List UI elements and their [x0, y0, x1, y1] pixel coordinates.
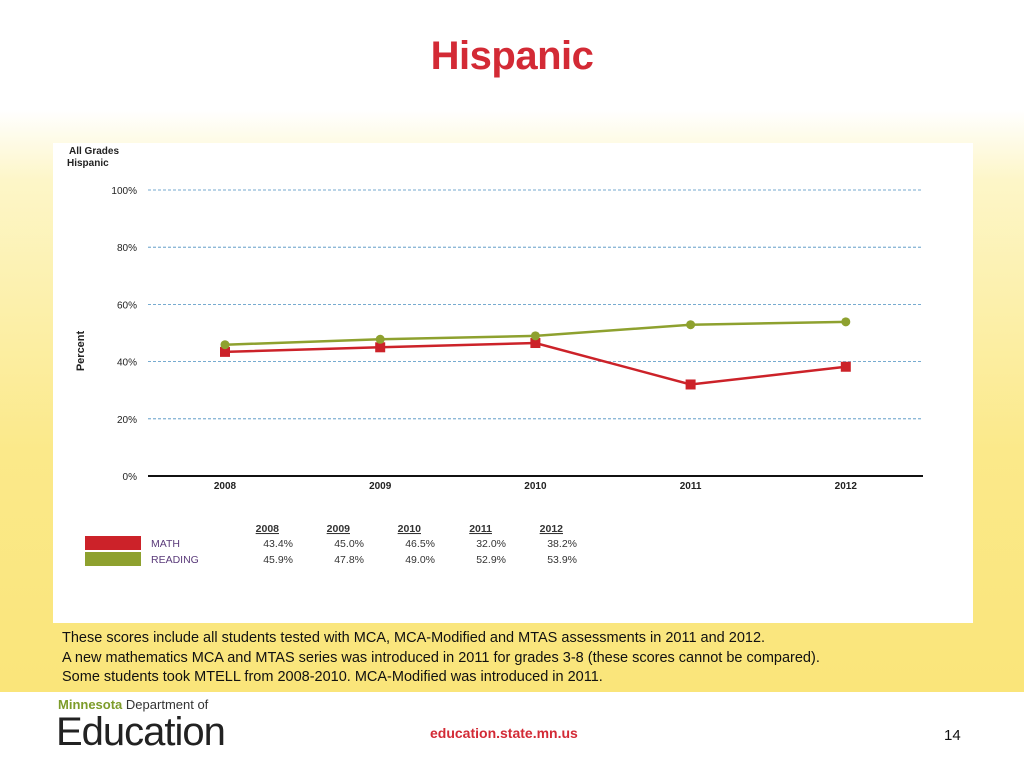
y-tick-label: 20% — [117, 415, 137, 426]
y-tick-label: 80% — [117, 243, 137, 254]
series-line-math — [224, 341, 846, 386]
legend-swatch — [85, 552, 141, 566]
legend-swatch — [85, 536, 141, 550]
x-tick-label: 2008 — [214, 481, 237, 492]
y-tick-label: 40% — [117, 358, 137, 369]
legend-value: 45.0% — [334, 538, 364, 550]
legend-value: 32.0% — [476, 538, 506, 550]
data-point — [686, 320, 696, 330]
data-point — [841, 317, 851, 327]
data-point — [375, 342, 386, 353]
website-link[interactable]: education.state.mn.us — [430, 725, 578, 741]
legend-value: 47.8% — [334, 554, 364, 566]
y-tick-label: 60% — [117, 300, 137, 311]
chart-subtitle: Hispanic — [67, 158, 109, 169]
y-tick-label: 100% — [111, 186, 137, 197]
chart-title: All Grades — [69, 146, 119, 157]
y-tick-label: 0% — [123, 472, 138, 483]
legend-value: 43.4% — [263, 538, 293, 550]
data-point — [220, 340, 230, 350]
notes: These scores include all students tested… — [62, 629, 820, 688]
legend-value: 49.0% — [405, 554, 435, 566]
x-tick-label: 2012 — [835, 481, 858, 492]
data-point — [840, 361, 851, 372]
legend-table-header: 2012 — [540, 523, 564, 535]
chart-panel: All Grades Hispanic Percent 0% 20% 40% 60% 80% 1… — [53, 143, 973, 623]
legend-label: READING — [151, 554, 199, 566]
logo: Education — [56, 710, 226, 754]
y-axis-label: Percent — [75, 330, 87, 371]
legend-value: 46.5% — [405, 538, 435, 550]
x-tick-label: 2009 — [369, 481, 392, 492]
data-point — [220, 346, 230, 357]
x-tick-label: 2010 — [524, 481, 547, 492]
legend-value: 45.9% — [263, 554, 293, 566]
legend-table-header: 2011 — [469, 523, 492, 535]
x-tick-label: 2011 — [680, 481, 702, 492]
legend-table-header: 2010 — [398, 523, 422, 535]
logo-text: Minnesota Department of — [58, 697, 209, 712]
note-line: A new mathematics MCA and MTAS series wa… — [62, 649, 820, 666]
note-line: Some students took MTELL from 2008-2010.… — [62, 669, 603, 685]
legend-table-header: 2008 — [256, 523, 280, 535]
legend-value: 52.9% — [476, 554, 506, 566]
legend-label: MATH — [151, 538, 180, 550]
data-point — [530, 331, 540, 341]
legend-value: 53.9% — [547, 554, 577, 566]
data-point — [530, 338, 541, 349]
footer: Minnesota Department of Education educat… — [0, 692, 1024, 768]
data-point — [375, 334, 385, 344]
legend-value: 38.2% — [547, 538, 577, 550]
data-point — [685, 379, 696, 390]
legend-table-header: 2009 — [327, 523, 351, 535]
slide-title: Hispanic — [430, 34, 594, 78]
page-number: 14 — [944, 727, 961, 744]
note-line: These scores include all students tested… — [62, 630, 766, 646]
